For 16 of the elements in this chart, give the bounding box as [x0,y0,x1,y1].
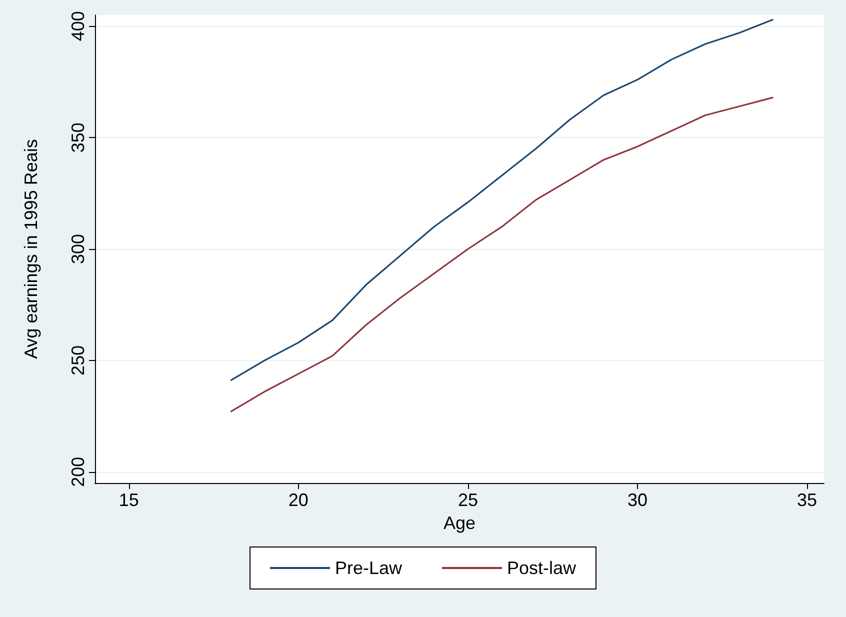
x-tick-label: 35 [797,490,818,510]
y-tick-label: 300 [68,234,88,264]
y-tick-label: 350 [68,122,88,153]
x-tick-label: 25 [458,490,478,510]
x-tick-label: 15 [118,490,139,510]
legend-label: Post-law [507,558,578,578]
x-tick-label: 20 [288,490,308,510]
y-axis-title: Avg earnings in 1995 Reais [21,139,41,359]
y-tick-label: 400 [68,11,88,42]
line-series [230,96,774,412]
legend-label: Pre-Law [334,558,404,578]
y-tick-label: 250 [68,345,88,376]
x-tick-label: 30 [627,490,648,510]
line-series [230,18,774,382]
y-tick-label: 200 [68,456,88,487]
x-axis-title: Age [443,512,476,533]
